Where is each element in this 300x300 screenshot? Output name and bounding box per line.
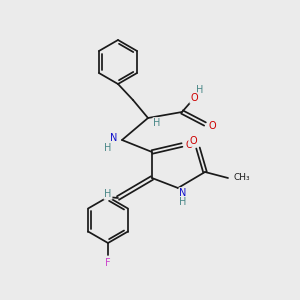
Text: H: H (104, 189, 112, 199)
Text: O: O (190, 93, 198, 103)
Text: F: F (105, 258, 111, 268)
Text: H: H (196, 85, 204, 95)
Text: H: H (179, 197, 187, 207)
Text: CH₃: CH₃ (233, 173, 250, 182)
Text: O: O (208, 121, 216, 131)
Text: N: N (110, 133, 118, 143)
Text: O: O (189, 136, 197, 146)
Text: N: N (179, 188, 187, 198)
Text: O: O (185, 140, 193, 150)
Text: H: H (153, 118, 161, 128)
Text: H: H (104, 143, 112, 153)
